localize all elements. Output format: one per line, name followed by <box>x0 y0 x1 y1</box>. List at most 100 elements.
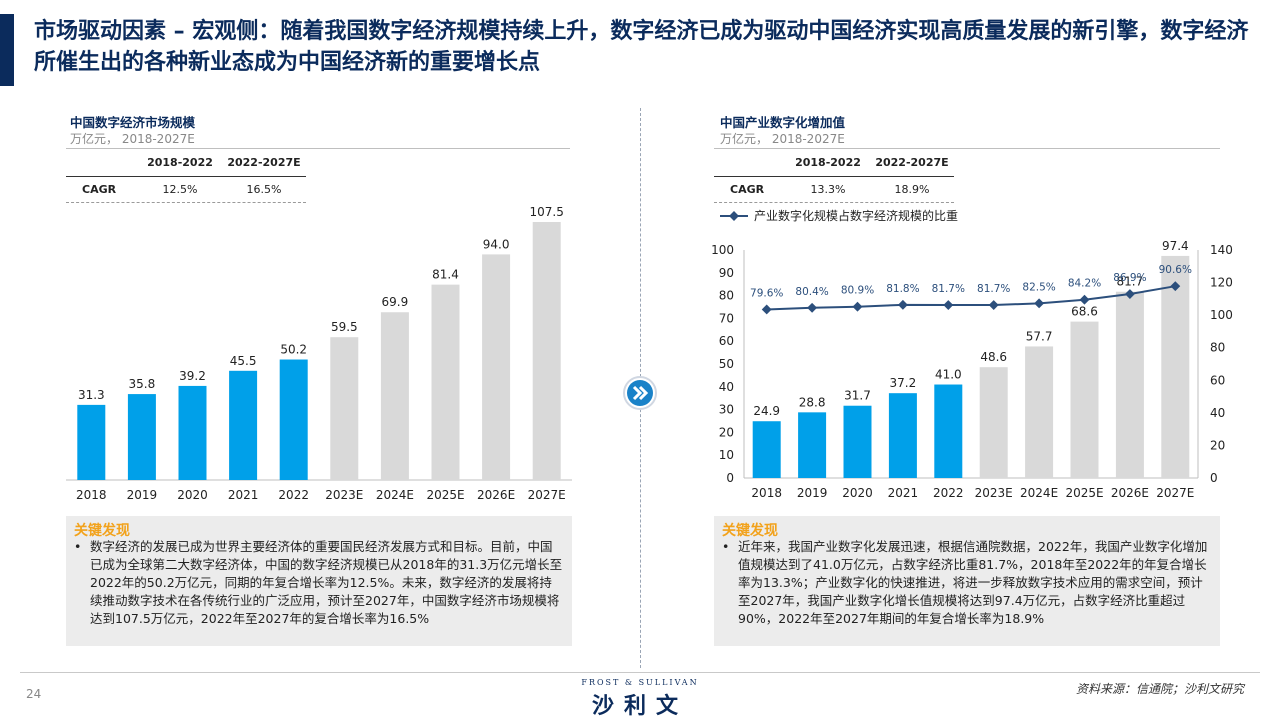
bar <box>1115 291 1144 478</box>
legend-marker <box>729 211 739 221</box>
right-cagr-header-1: 2018-2022 <box>795 156 861 169</box>
x-tick-label: 2026E <box>477 488 515 502</box>
x-tick-label: 2027E <box>1156 486 1194 500</box>
y-tick-label: 70 <box>719 311 734 325</box>
bar-value-label: 39.2 <box>179 369 206 383</box>
line-value-label: 81.7% <box>977 283 1010 295</box>
bar-value-label: 69.9 <box>382 295 409 309</box>
bar <box>1161 255 1190 478</box>
left-cagr-dashed-rule <box>66 202 306 203</box>
x-tick-label: 2020 <box>177 488 208 502</box>
legend-label: 产业数字化规模占数字经济规模的比重 <box>754 208 958 223</box>
line-value-label: 81.8% <box>886 283 919 295</box>
left-cagr-value-1: 12.5% <box>162 183 198 196</box>
right-findings-box <box>714 516 1220 646</box>
bar <box>279 359 308 480</box>
y-tick-label: 30 <box>719 403 734 417</box>
line-marker <box>761 304 772 315</box>
line-value-label: 82.5% <box>1022 281 1055 293</box>
line-value-label: 81.7% <box>932 283 965 295</box>
bar-value-label: 37.2 <box>890 376 917 390</box>
x-tick-label: 2021 <box>228 488 259 502</box>
bar-value-label: 107.5 <box>530 205 564 219</box>
bar <box>934 384 963 478</box>
x-tick-label: 2022 <box>933 486 964 500</box>
line-value-label: 84.2% <box>1068 278 1101 290</box>
right-chart-title: 中国产业数字化增加值 <box>720 115 846 130</box>
y2-tick-label: 40 <box>1210 406 1225 420</box>
y2-tick-label: 100 <box>1210 308 1233 322</box>
y2-tick-label: 80 <box>1210 341 1225 355</box>
bar <box>752 421 781 478</box>
left-header-rule <box>66 148 570 149</box>
bar-value-label: 48.6 <box>980 350 1007 364</box>
right-findings-text: 近年来，我国产业数字化发展迅速，根据信通院数据，2022年，我国产业数字化增加值… <box>738 539 1208 626</box>
y-tick-label: 60 <box>719 334 734 348</box>
left-findings-box <box>66 516 572 646</box>
right-cagr-value-1: 13.3% <box>810 183 846 196</box>
bullet-icon: • <box>722 539 730 554</box>
y-tick-label: 40 <box>719 380 734 394</box>
bar-value-label: 57.7 <box>1026 329 1053 343</box>
title-accent-bar <box>0 14 14 86</box>
next-arrow-icon <box>623 376 657 410</box>
right-findings-text-block: • 近年来，我国产业数字化发展迅速，根据信通院数据，2022年，我国产业数字化增… <box>722 538 1212 644</box>
right-cagr-rule <box>714 176 954 177</box>
bullet-icon: • <box>74 539 82 554</box>
bar <box>1070 321 1099 478</box>
line-marker <box>1079 294 1090 305</box>
line-marker <box>807 302 818 313</box>
line-value-label: 90.6% <box>1159 264 1192 276</box>
x-tick-label: 2025E <box>426 488 464 502</box>
line-marker <box>1034 298 1045 309</box>
x-tick-label: 2019 <box>127 488 158 502</box>
brand-logo: 沙利文 <box>591 694 688 719</box>
left-findings-text-block: • 数字经济的发展已成为世界主要经济体的重要国民经济发展方式和目标。目前，中国已… <box>74 538 564 644</box>
bar <box>127 394 156 480</box>
bar-value-label: 35.8 <box>129 377 156 391</box>
bar <box>888 393 917 478</box>
line-marker <box>1124 289 1135 299</box>
left-findings-title: 关键发现 <box>74 523 130 539</box>
line-series <box>766 285 1176 311</box>
left-cagr-rule <box>66 176 306 177</box>
x-tick-label: 2022 <box>278 488 309 502</box>
bar-value-label: 81.4 <box>432 268 459 282</box>
bar-value-label: 97.4 <box>1162 239 1189 253</box>
right-cagr-value-2: 18.9% <box>894 183 930 196</box>
bar <box>843 405 872 478</box>
y-tick-label: 50 <box>719 357 734 371</box>
y-tick-label: 90 <box>719 266 734 280</box>
right-cagr-header-2: 2022-2027E <box>875 156 949 169</box>
x-tick-label: 2020 <box>842 486 873 500</box>
line-marker <box>897 299 908 310</box>
left-cagr-header-2: 2022-2027E <box>227 156 301 169</box>
source-note: 资料来源：信通院；沙利文研究 <box>1075 682 1244 696</box>
y-tick-label: 0 <box>726 471 734 485</box>
right-cagr-dashed-rule <box>714 202 954 203</box>
y2-tick-label: 0 <box>1210 471 1218 485</box>
brand-logo-small: FROST & SULLIVAN <box>581 678 699 687</box>
left-cagr-label: CAGR <box>82 183 117 196</box>
bar-value-label: 50.2 <box>280 343 307 357</box>
bar <box>979 367 1008 478</box>
y2-tick-label: 120 <box>1210 276 1233 290</box>
bar-value-label: 81.7 <box>1117 275 1144 289</box>
x-tick-label: 2023E <box>325 488 363 502</box>
bar-value-label: 45.5 <box>230 354 257 368</box>
y-tick-label: 80 <box>719 289 734 303</box>
footer-rule <box>20 672 1260 673</box>
x-tick-label: 2023E <box>975 486 1013 500</box>
line-marker <box>852 301 863 312</box>
line-marker <box>943 300 954 310</box>
bar-value-label: 41.0 <box>935 368 962 382</box>
bar <box>532 222 561 480</box>
bar <box>178 385 207 480</box>
bar-value-label: 28.8 <box>799 395 826 409</box>
bar <box>1025 346 1054 478</box>
line-value-label: 86.9% <box>1113 272 1146 284</box>
y-tick-label: 10 <box>719 448 734 462</box>
line-value-label: 80.9% <box>841 285 874 297</box>
